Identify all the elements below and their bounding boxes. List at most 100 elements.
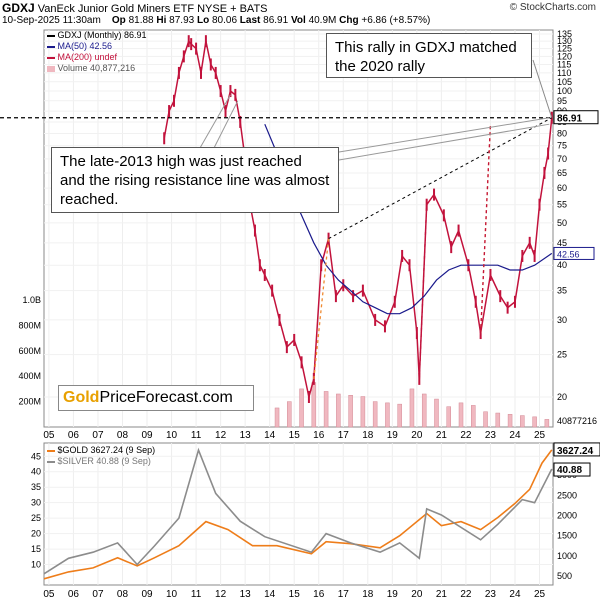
right-tick-label: 105 (557, 77, 572, 87)
x-tick-label-top: 21 (436, 430, 448, 441)
volume-bar (544, 419, 550, 428)
callout-pointer-top (532, 59, 553, 118)
low-value: 80.06 (211, 15, 238, 26)
right-tick-label: 40 (557, 260, 567, 270)
x-tick-label-top: 10 (166, 430, 178, 441)
legend-swatch-main (47, 34, 55, 37)
x-tick-label-bottom: 10 (166, 589, 178, 600)
right-tick-label: 50 (557, 218, 567, 228)
volume-bar (311, 382, 317, 428)
right-tick-label: 130 (557, 36, 572, 46)
right-tick-label: 45 (557, 238, 567, 248)
volume-bar (434, 398, 439, 428)
right-tick-label: 110 (557, 68, 571, 78)
volume-bar (397, 403, 402, 428)
annotation-rally-match: This rally in GDXJ matched the 2020 rall… (326, 33, 532, 78)
legend-gold: $GOLD 3627.24 (9 Sep) (47, 445, 155, 455)
x-tick-label-top: 18 (362, 430, 374, 441)
right-tick-label: 100 (557, 86, 572, 96)
callout-pointer-mid-2 (338, 123, 550, 161)
volume-bar (409, 388, 415, 428)
left-tick-label: 30 (31, 498, 41, 508)
goldpriceforecast-logo: GoldPriceForecast.com (58, 385, 254, 411)
x-tick-label-bottom: 18 (362, 589, 374, 600)
legend-swatch-volume (47, 65, 55, 72)
right-tick-label: 120 (557, 51, 572, 61)
x-tick-label-bottom: 21 (436, 589, 448, 600)
legend-silver-label: $SILVER 40.88 (9 Sep) (57, 456, 151, 466)
volume-bar (421, 393, 427, 428)
volume-bar (483, 411, 488, 428)
x-tick-label-top: 08 (117, 430, 129, 441)
right-tick-label: 55 (557, 200, 567, 210)
silver-line (43, 447, 553, 575)
volume-bar (446, 406, 451, 428)
callout-pointer-mid-1 (338, 117, 550, 153)
price-panel: 1351301251201151101051009590858075706560… (0, 29, 599, 428)
volume-tick-label: 600M (18, 346, 41, 356)
callout-pointer-mid-4 (213, 100, 239, 149)
right-tick-label-bottom: 500 (557, 571, 572, 581)
x-axis: 05 05 06 06 07 07 08 08 09 09 10 10 11 11 12 12 13 13 14 14… (43, 430, 545, 600)
volume-value-label: 40877216 (557, 416, 597, 426)
legend-ma200-label: MA(200) undef (57, 52, 118, 62)
right-tick-label: 80 (557, 128, 567, 138)
gold-value-box (553, 442, 600, 457)
x-tick-label-bottom: 09 (141, 589, 153, 600)
red-dashed-line (479, 124, 492, 334)
logo-gold-text: Gold (63, 389, 100, 406)
legend-volume: Volume 40,877,216 (47, 63, 135, 73)
right-tick-label: 60 (557, 183, 567, 193)
right-tick-label: 20 (557, 392, 567, 402)
high-value: 87.93 (169, 15, 195, 26)
metals-panel-frame (43, 442, 554, 586)
x-tick-label-top: 15 (289, 430, 301, 441)
x-tick-label-top: 06 (68, 430, 80, 441)
left-tick-label: 10 (31, 560, 41, 570)
legend-main: GDXJ (Monthly) 86.91 (47, 30, 147, 40)
volume-bar (495, 412, 501, 428)
rising-dashed-line (328, 117, 553, 240)
x-tick-label-top: 13 (240, 430, 252, 441)
last-value: 86.91 (263, 15, 289, 26)
right-tick-label-bottom: 2500 (557, 490, 577, 500)
legend-ma200: MA(200) undef (47, 52, 117, 62)
volume-bar (532, 416, 537, 428)
legend-ma50-label: MA(50) 42.56 (57, 41, 113, 51)
x-tick-label-bottom: 14 (264, 589, 276, 600)
red-dashed-line (418, 204, 428, 379)
right-tick-label: 30 (557, 315, 567, 325)
x-tick-label-bottom: 23 (485, 589, 497, 600)
x-tick-label-top: 09 (141, 430, 153, 441)
x-tick-label-top: 12 (215, 430, 227, 441)
volume-bar (385, 402, 390, 428)
right-tick-label: 115 (557, 59, 571, 69)
x-tick-label-top: 24 (509, 430, 521, 441)
x-tick-label-bottom: 24 (509, 589, 521, 600)
callout-pointer-mid-3 (199, 94, 231, 149)
legend-gold-label: $GOLD 3627.24 (9 Sep) (57, 445, 156, 455)
annotation-2013-high: The late-2013 high was just reached and … (51, 147, 339, 213)
volume-bar (348, 395, 353, 428)
volume-bar (360, 396, 366, 428)
volume-bar (299, 388, 304, 428)
last-label: Last (239, 15, 261, 26)
x-tick-label-top: 16 (313, 430, 325, 441)
quote-date: 10-Sep-2025 11:30am (2, 15, 101, 26)
x-tick-label-bottom: 19 (387, 589, 399, 600)
x-tick-label-top: 11 (191, 430, 202, 441)
silver-value-box (553, 462, 591, 477)
x-tick-label-top: 05 (43, 430, 55, 441)
right-tick-label: 65 (557, 168, 567, 178)
left-tick-label: 20 (31, 529, 41, 539)
x-tick-label-bottom: 05 (43, 589, 55, 600)
x-tick-label-bottom: 08 (117, 589, 129, 600)
chart-header-title: GDXJ VanEck Junior Gold Miners ETF NYSE … (2, 1, 268, 15)
x-tick-label-top: 23 (485, 430, 497, 441)
right-tick-label-bottom: 1500 (557, 531, 577, 541)
right-tick-label: 35 (557, 286, 567, 296)
legend-swatch-ma200 (47, 56, 55, 59)
volume-bar (372, 401, 378, 428)
change-label: Chg (339, 15, 359, 26)
volume-bar (520, 415, 525, 428)
